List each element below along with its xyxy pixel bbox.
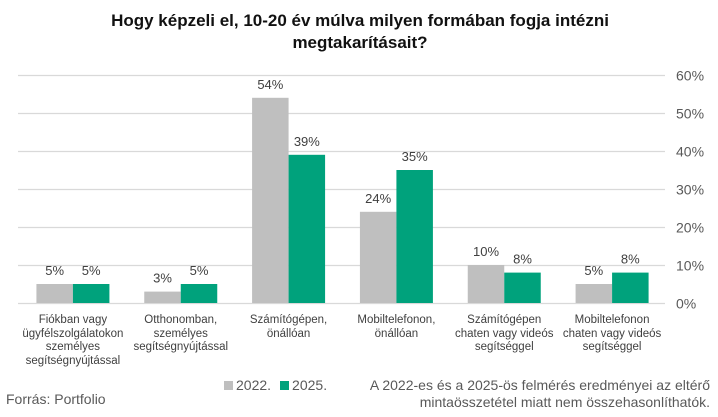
legend-swatch-2025	[280, 380, 290, 390]
data-label: 39%	[294, 134, 320, 149]
footnote-line-1: A 2022-es és a 2025-ös felmérés eredmény…	[369, 377, 710, 393]
data-label: 3%	[153, 271, 172, 286]
legend: 2022. 2025.	[224, 377, 336, 393]
chart-title-line-1: Hogy képzeli el, 10-20 év múlva milyen f…	[111, 11, 609, 30]
bar-2025-1	[180, 284, 218, 303]
data-label: 5%	[45, 263, 64, 278]
footnote-line-2: mintaösszetétel miatt nem összehasonlíth…	[419, 394, 710, 410]
bar-2022-4	[467, 265, 505, 303]
footnote: A 2022-es és a 2025-ös felmérés eredmény…	[350, 377, 710, 411]
y-tick-label: 20%	[676, 220, 704, 236]
category-label-line: Otthonomban,	[144, 314, 218, 326]
bar-2022-5	[575, 284, 613, 303]
gridlines	[18, 74, 665, 305]
bar-2025-5	[612, 272, 649, 303]
data-label: 5%	[82, 263, 101, 278]
bars	[36, 97, 649, 303]
data-label: 10%	[473, 244, 499, 259]
legend-item-2022: 2022.	[224, 377, 271, 393]
data-label: 24%	[365, 191, 391, 206]
category-label-line: Mobiltelefonon,	[357, 314, 436, 326]
y-tick-label: 0%	[676, 296, 696, 312]
legend-swatch-2022	[224, 380, 233, 390]
category-label: Számítógépen chaten vagy videós segítségge…	[444, 314, 564, 355]
category-label-line: segítségnyújtással	[133, 341, 229, 353]
category-label-line: Számítógépen,	[249, 314, 328, 326]
chart-title: Hogy képzeli el, 10-20 év múlva milyen f…	[60, 10, 660, 54]
category-label: Otthonomban, személyes segítségnyújtással	[121, 314, 241, 355]
bar-2025-3	[396, 170, 433, 303]
y-tick-label: 30%	[676, 182, 704, 198]
legend-label-2022: 2022.	[236, 377, 272, 393]
category-label-line: személyes	[45, 341, 101, 353]
category-label-line: segítséggel	[474, 341, 534, 353]
category-label-line: chaten vagy videós	[455, 327, 554, 340]
y-tick-label: 60%	[676, 68, 704, 84]
bar-2025-4	[504, 272, 541, 303]
category-label: Számítógépen, önállóan	[229, 314, 349, 341]
data-labels: 5% 5% 3% 5% 54% 39% 24% 35% 10% 8% 5% 8%	[45, 77, 640, 286]
bar-2022-1	[144, 291, 181, 303]
legend-item-2025: 2025.	[280, 377, 327, 393]
data-label: 35%	[402, 149, 428, 164]
data-label: 5%	[190, 263, 209, 278]
category-label: Fiókban vagy ügyfélszolgálatokon személyes…	[13, 314, 133, 368]
category-label-line: segítségnyújtással	[25, 354, 121, 367]
category-label-line: chaten vagy videós	[562, 327, 662, 340]
category-label-line: Számítógépen	[467, 314, 542, 326]
data-label: 54%	[257, 77, 283, 92]
bar-2022-0	[36, 284, 73, 303]
category-label-line: önállóan	[374, 327, 419, 340]
data-label: 8%	[513, 252, 532, 267]
category-label-line: Fiókban vagy	[38, 314, 108, 326]
bar-2022-3	[359, 211, 397, 303]
category-label-line: ügyfélszolgálatokon	[22, 327, 124, 340]
chart-title-line-2: megtakarításait?	[292, 33, 428, 52]
bar-2025-0	[72, 284, 110, 303]
legend-label-2025: 2025.	[292, 377, 328, 393]
source-text: Forrás: Portfolio	[6, 391, 106, 407]
y-tick-label: 40%	[676, 144, 704, 160]
y-tick-label: 10%	[676, 258, 704, 274]
y-axis-ticks: 0% 10% 20% 30% 40% 50% 60%	[676, 68, 704, 312]
bar-2022-2	[252, 97, 289, 303]
category-label-line: önállóan	[266, 327, 311, 340]
data-label: 5%	[584, 263, 603, 278]
data-label: 8%	[621, 252, 640, 267]
y-tick-label: 50%	[676, 106, 704, 122]
bar-2025-2	[288, 154, 326, 303]
category-label-line: személyes	[153, 327, 208, 340]
category-label: Mobiltelefonon, önállóan	[336, 314, 456, 341]
category-label-line: segítséggel	[582, 341, 642, 353]
category-label: Mobiltelefonon chaten vagy videós segítség…	[552, 314, 672, 355]
category-label-line: Mobiltelefonon	[574, 314, 650, 326]
